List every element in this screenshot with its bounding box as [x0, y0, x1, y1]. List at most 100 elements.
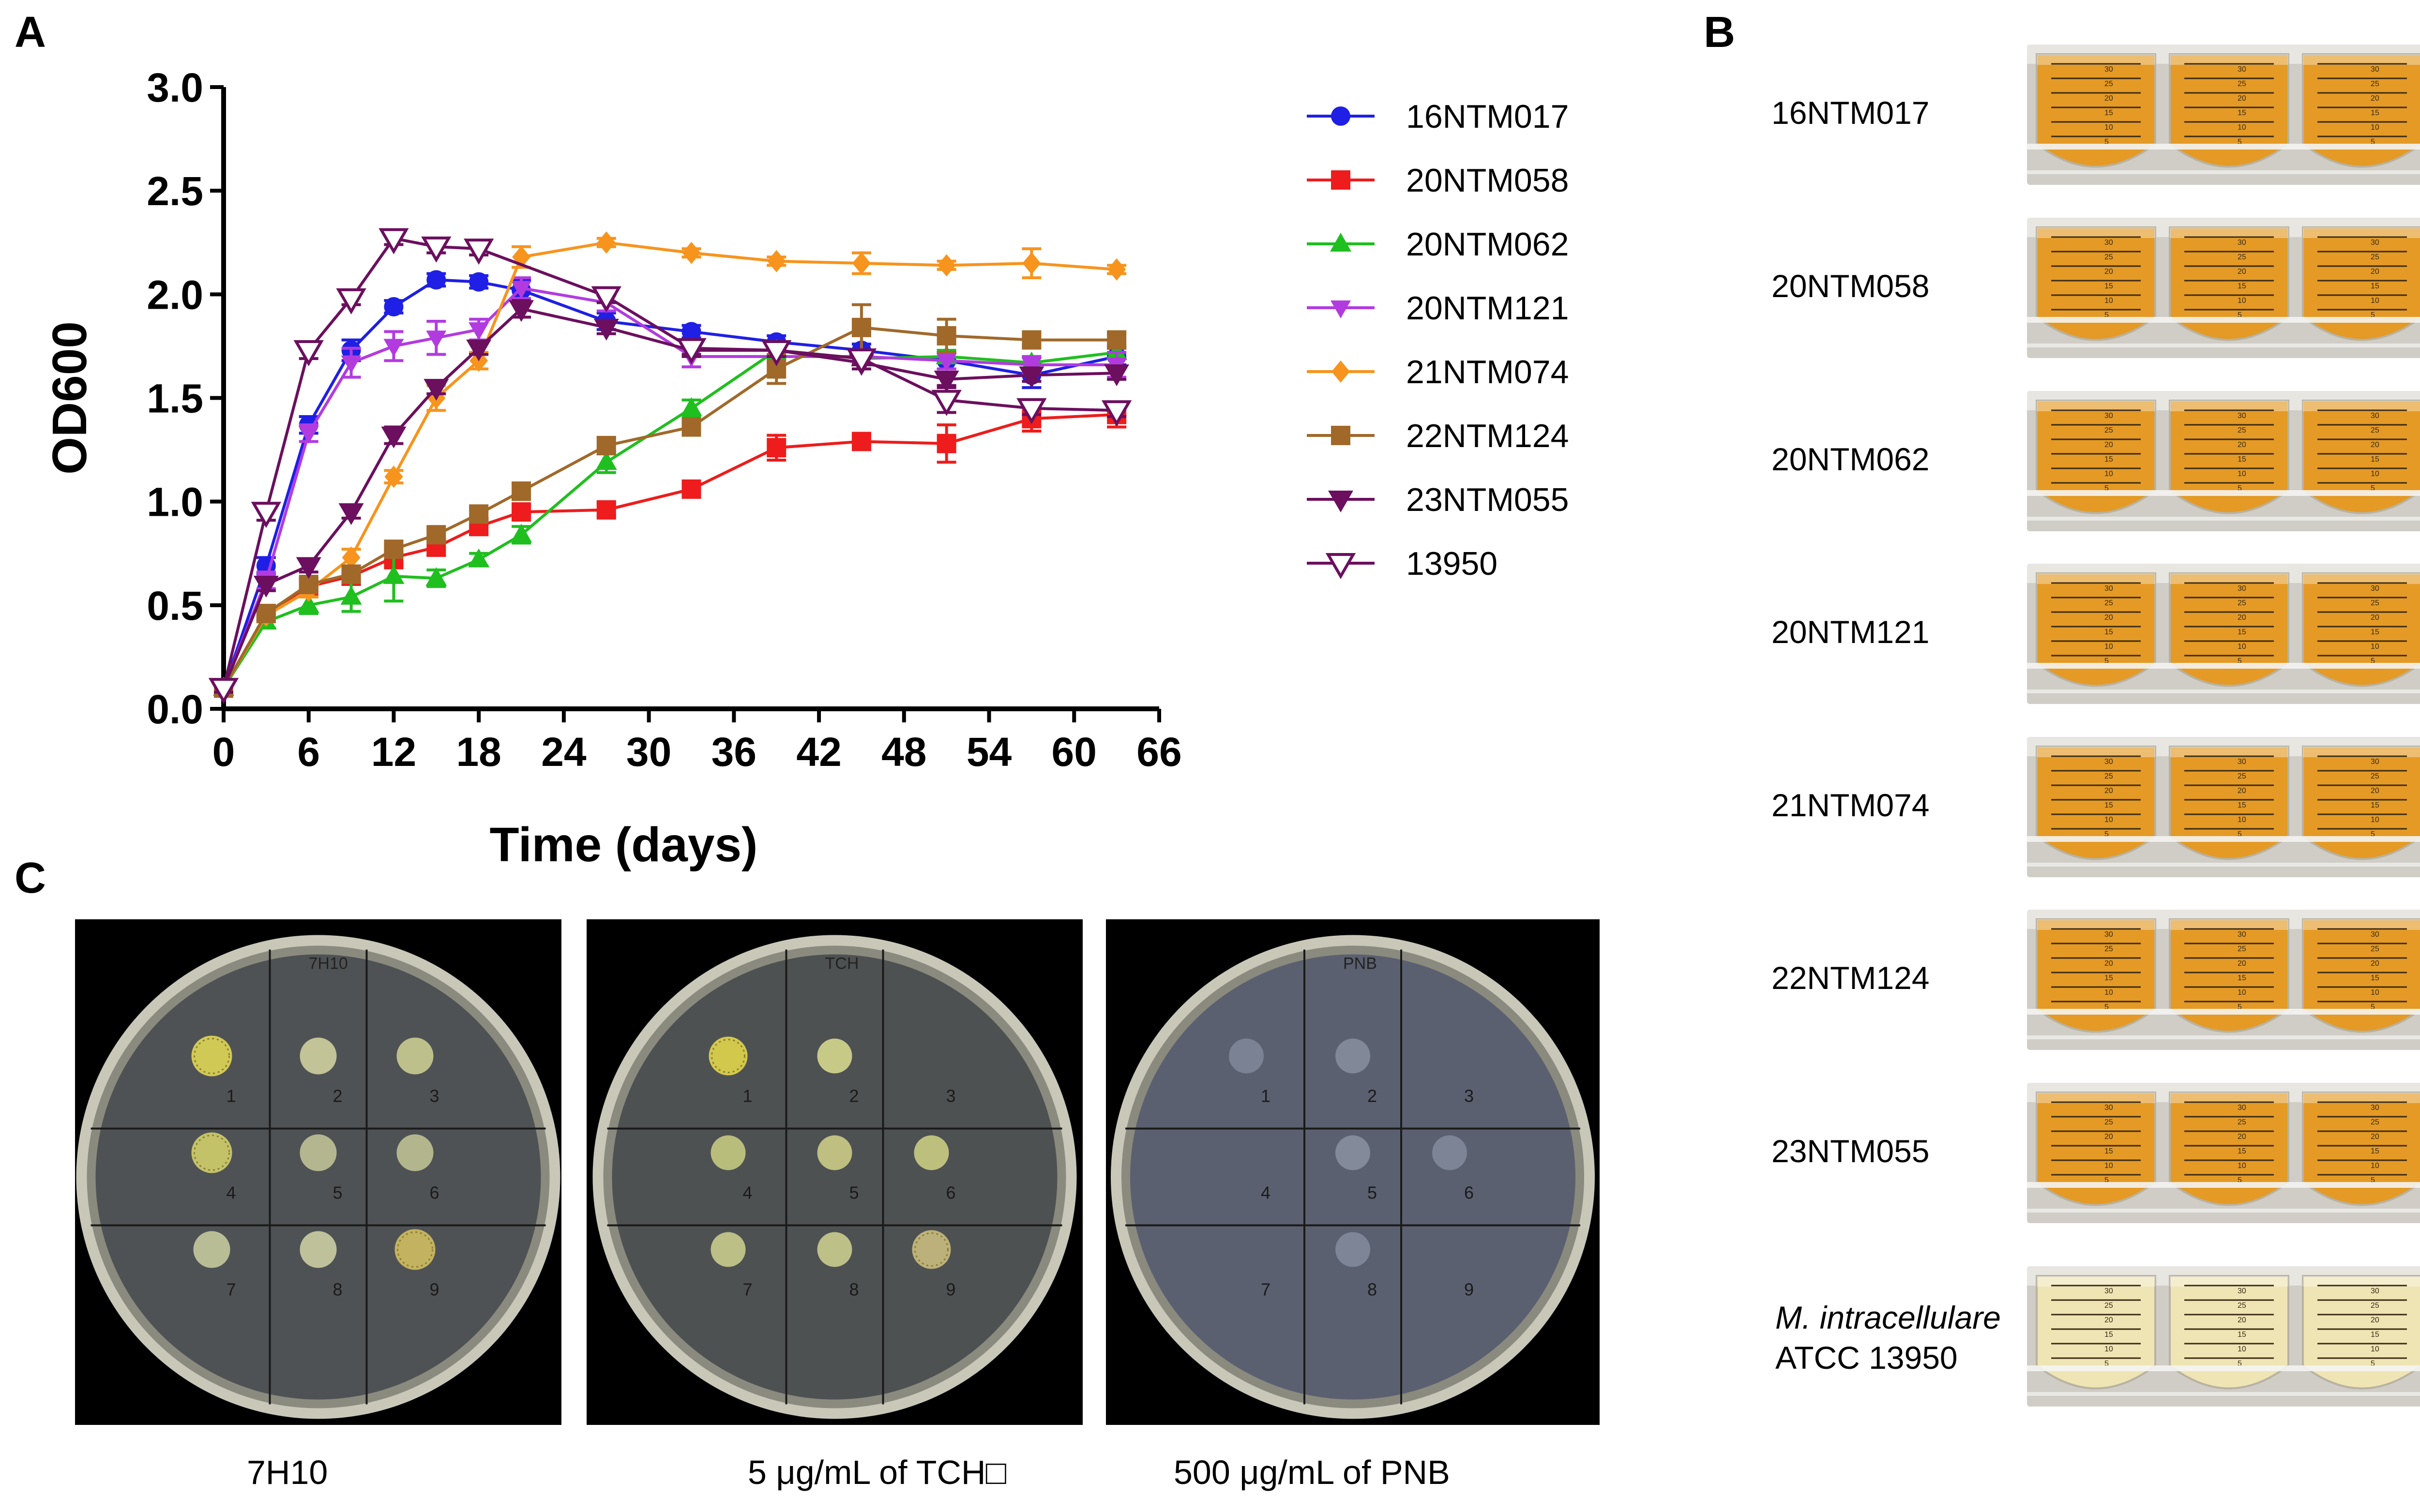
- data-point: [296, 557, 321, 579]
- svg-text:5: 5: [2104, 138, 2109, 146]
- svg-text:20: 20: [2371, 1133, 2379, 1141]
- svg-text:15: 15: [2371, 109, 2379, 117]
- svg-text:15: 15: [2371, 628, 2379, 636]
- svg-text:TCH: TCH: [825, 955, 859, 973]
- svg-text:30: 30: [2104, 1104, 2113, 1112]
- plate-caption-1: 7H10: [247, 1453, 328, 1491]
- svg-text:30: 30: [2371, 1104, 2379, 1112]
- svg-text:6: 6: [946, 1183, 956, 1203]
- svg-text:1: 1: [227, 1086, 236, 1106]
- svg-text:5: 5: [2238, 1176, 2242, 1184]
- x-tick-label: 18: [456, 729, 501, 775]
- data-point: [340, 585, 362, 605]
- data-point: [512, 502, 531, 522]
- data-point: [251, 502, 282, 528]
- svg-text:25: 25: [2104, 253, 2113, 261]
- svg-text:15: 15: [2238, 109, 2246, 117]
- svg-text:25: 25: [2104, 1302, 2113, 1310]
- svg-text:10: 10: [2238, 470, 2246, 478]
- tube-label-3: 20NTM062: [1771, 441, 1930, 477]
- data-point: [384, 297, 404, 317]
- y-tick-label: 3.0: [147, 65, 203, 110]
- svg-text:10: 10: [2371, 816, 2379, 824]
- x-tick-label: 0: [212, 729, 235, 775]
- svg-text:20: 20: [2371, 1316, 2379, 1324]
- data-point: [426, 270, 446, 290]
- svg-text:30: 30: [2371, 412, 2379, 420]
- svg-text:15: 15: [2238, 974, 2246, 982]
- data-point: [846, 348, 877, 375]
- svg-text:2: 2: [1367, 1086, 1377, 1106]
- data-point: [1016, 398, 1047, 424]
- svg-text:25: 25: [2371, 599, 2379, 607]
- agar-plate-1: 1 2 3 4 5 6 7 8 9 7H10: [75, 919, 561, 1425]
- svg-text:25: 25: [2371, 1118, 2379, 1126]
- svg-text:5: 5: [2238, 484, 2242, 493]
- svg-text:25: 25: [2104, 772, 2113, 780]
- plate-caption-2: 5 μg/mL of TCH□: [748, 1453, 1006, 1491]
- svg-text:30: 30: [2238, 584, 2246, 593]
- data-point: [761, 340, 792, 366]
- svg-text:20: 20: [2238, 268, 2246, 276]
- data-point: [511, 524, 532, 543]
- svg-text:30: 30: [2104, 239, 2113, 247]
- data-point: [208, 678, 239, 704]
- data-point: [595, 451, 617, 470]
- y-tick-label: 0.5: [147, 583, 203, 629]
- svg-text:5: 5: [2371, 138, 2375, 146]
- legend-label: 20NTM062: [1406, 226, 1569, 263]
- species-name: M. intracellulare: [1775, 1300, 2001, 1335]
- svg-text:20: 20: [2104, 787, 2113, 795]
- svg-text:20: 20: [2238, 959, 2246, 968]
- data-point: [937, 326, 956, 345]
- svg-text:5: 5: [2371, 830, 2375, 838]
- legend-label: 20NTM121: [1406, 290, 1569, 327]
- legend-item-5: 22NTM124: [1307, 418, 1569, 454]
- panel-letter-b: B: [1704, 8, 1735, 57]
- data-point: [681, 322, 701, 342]
- legend-label: 20NTM058: [1406, 162, 1569, 199]
- svg-text:25: 25: [2238, 1118, 2246, 1126]
- svg-text:10: 10: [2104, 988, 2113, 997]
- series-7: [208, 228, 1132, 704]
- svg-text:8: 8: [1367, 1280, 1377, 1300]
- svg-text:20: 20: [2238, 441, 2246, 449]
- svg-text:5: 5: [2238, 830, 2242, 838]
- agar-plate-3: 1 2 3 4 5 6 7 8 9 PNB: [1106, 919, 1600, 1425]
- legend-marker: [1331, 426, 1350, 445]
- data-point: [256, 603, 276, 623]
- svg-text:10: 10: [2104, 816, 2113, 824]
- svg-text:7: 7: [743, 1280, 753, 1300]
- data-point: [509, 300, 534, 322]
- svg-text:10: 10: [2371, 1345, 2379, 1353]
- legend-item-4: 21NTM074: [1307, 354, 1569, 390]
- svg-text:10: 10: [2371, 470, 2379, 478]
- svg-text:15: 15: [2104, 1147, 2113, 1155]
- svg-text:4: 4: [227, 1183, 236, 1203]
- svg-text:25: 25: [2104, 1118, 2113, 1126]
- svg-text:9: 9: [430, 1280, 439, 1300]
- svg-text:30: 30: [2371, 65, 2379, 74]
- legend-label: 22NTM124: [1406, 418, 1569, 454]
- svg-text:15: 15: [2238, 628, 2246, 636]
- data-point: [426, 330, 447, 349]
- data-point: [298, 426, 319, 444]
- svg-text:25: 25: [2104, 80, 2113, 88]
- data-point: [383, 565, 405, 584]
- x-tick-label: 30: [626, 729, 671, 775]
- data-point: [512, 481, 531, 501]
- data-point: [676, 338, 707, 364]
- svg-text:25: 25: [2238, 426, 2246, 434]
- data-point: [1106, 341, 1128, 360]
- svg-text:10: 10: [2238, 816, 2246, 824]
- data-point: [593, 318, 619, 341]
- svg-text:10: 10: [2104, 123, 2113, 132]
- x-tick-label: 54: [967, 729, 1012, 775]
- svg-text:15: 15: [2104, 628, 2113, 636]
- svg-text:30: 30: [2104, 758, 2113, 766]
- svg-text:5: 5: [2104, 830, 2109, 838]
- svg-text:5: 5: [2238, 1003, 2242, 1011]
- tube-label-8: M. intracellulare ATCC 13950: [1775, 1298, 2001, 1377]
- data-point: [426, 525, 446, 545]
- growth-curve-chart: 0 6 12 18 24 30 36 42 48 54 60 66 0.0 0.5 1.0 1.5 2.0 2.5…: [43, 65, 1569, 872]
